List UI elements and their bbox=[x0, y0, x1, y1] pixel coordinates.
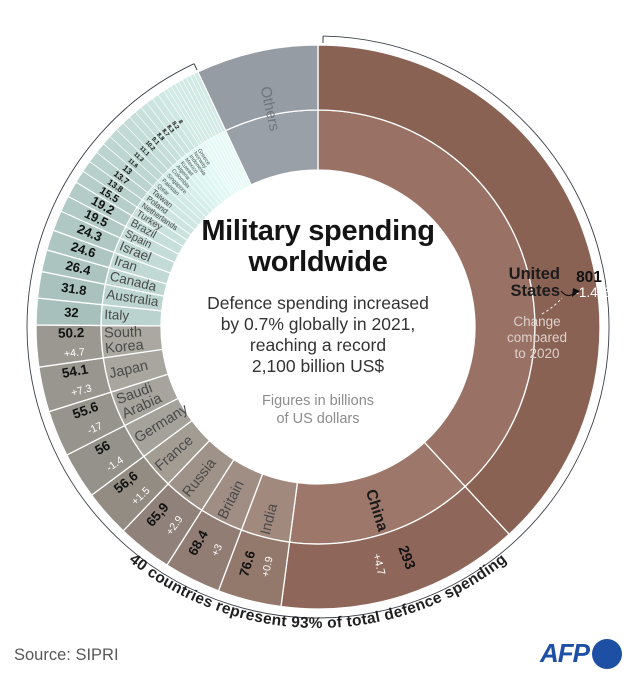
value-indonesia: 8.3 bbox=[165, 124, 175, 135]
wedges bbox=[35, 44, 601, 610]
value-united-states: 801 bbox=[576, 269, 602, 286]
value-canada: 26.4 bbox=[64, 258, 93, 279]
afp-logo-circle-icon bbox=[592, 638, 622, 669]
afp-logo: AFP bbox=[540, 638, 622, 669]
label-india: India bbox=[258, 501, 281, 536]
value-algeria: 9.1 bbox=[150, 136, 160, 147]
arc-tick bbox=[193, 63, 198, 71]
change-note: compared bbox=[507, 330, 567, 345]
change-india: +0.9 bbox=[260, 555, 276, 578]
change-note: Change bbox=[513, 314, 560, 329]
label-south-korea: Korea bbox=[104, 337, 145, 357]
change-china: +4.7 bbox=[370, 552, 387, 576]
change-south-korea: +4.7 bbox=[63, 346, 85, 360]
change-note: to 2020 bbox=[514, 346, 559, 361]
value-iran: 24.6 bbox=[69, 239, 98, 261]
label-iran: Iran bbox=[112, 253, 139, 274]
label-italy: Italy bbox=[104, 307, 130, 323]
label-united-states: States bbox=[510, 282, 560, 300]
states-arrow-head bbox=[572, 288, 580, 297]
change-saudi-arabia: -17 bbox=[86, 420, 105, 437]
value-italy: 32 bbox=[64, 304, 79, 320]
label-south-korea: South bbox=[104, 324, 142, 341]
change-note-arrow bbox=[541, 297, 563, 315]
value-japan: 54.1 bbox=[61, 361, 90, 381]
label-united-states: United bbox=[509, 265, 560, 283]
wedge-outer-united-states bbox=[317, 44, 601, 536]
forty-countries-arc bbox=[26, 35, 610, 619]
wedge-outer-others bbox=[197, 44, 319, 132]
value-greece: 8 bbox=[177, 119, 184, 126]
change-britain: +3 bbox=[209, 542, 225, 558]
change-japan: +7.3 bbox=[70, 382, 93, 399]
value-mexico: 8.7 bbox=[160, 128, 170, 138]
afp-logo-text: AFP bbox=[540, 638, 590, 668]
value-kuwait: 8.8 bbox=[155, 132, 165, 143]
value-australia: 31.8 bbox=[60, 280, 87, 299]
value-south-korea: 50.2 bbox=[58, 325, 85, 341]
source-credit: Source: SIPRI bbox=[14, 646, 119, 664]
change-united-states: -1.4% bbox=[574, 285, 609, 300]
value-norway: 8.2 bbox=[170, 121, 180, 131]
value-india: 76.6 bbox=[236, 548, 258, 578]
value-germany: 56 bbox=[92, 437, 113, 458]
